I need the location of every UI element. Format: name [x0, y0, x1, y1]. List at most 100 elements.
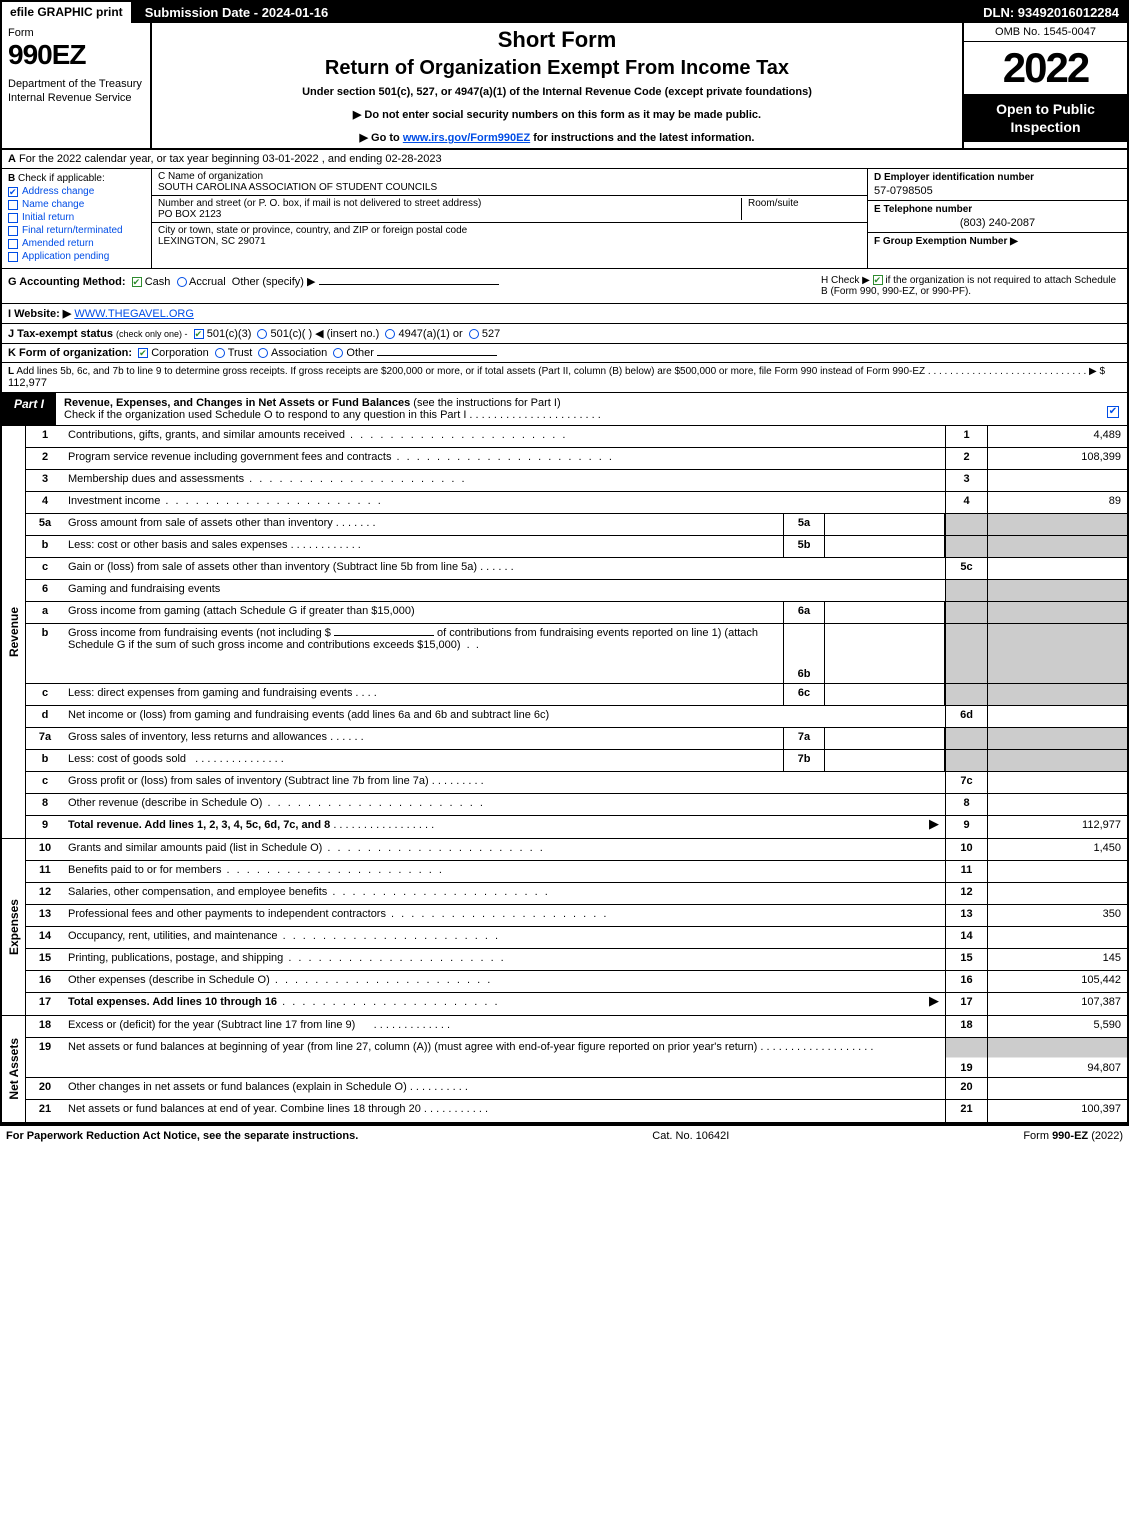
- line-4-num: 4: [26, 492, 64, 513]
- 527-radio[interactable]: [469, 329, 479, 339]
- submission-date-button[interactable]: Submission Date - 2024-01-16: [133, 2, 341, 23]
- line-6d-text: Net income or (loss) from gaming and fun…: [64, 706, 945, 727]
- website-link[interactable]: WWW.THEGAVEL.ORG: [74, 308, 194, 320]
- line-21-num: 21: [26, 1100, 64, 1122]
- line-1-text: Contributions, gifts, grants, and simila…: [64, 426, 945, 447]
- form-ref: Form 990-EZ (2022): [1023, 1130, 1123, 1142]
- line-7a-text: Gross sales of inventory, less returns a…: [64, 728, 783, 749]
- line-6a-num: a: [26, 602, 64, 623]
- line-10-text: Grants and similar amounts paid (list in…: [64, 839, 945, 860]
- line-7a-val-shaded: [987, 728, 1127, 749]
- org-name: SOUTH CAROLINA ASSOCIATION OF STUDENT CO…: [158, 182, 861, 193]
- section-h: H Check ▶ if the organization is not req…: [821, 275, 1121, 297]
- form-id-block: Form 990EZ Department of the Treasury In…: [2, 23, 152, 148]
- line-8-num: 8: [26, 794, 64, 815]
- efile-print-button[interactable]: efile GRAPHIC print: [2, 2, 133, 23]
- trust-label: Trust: [228, 347, 253, 359]
- line-17-value: 107,387: [987, 993, 1127, 1015]
- line-19-num: 19: [26, 1038, 64, 1077]
- line-1-rnum: 1: [945, 426, 987, 447]
- 527-label: 527: [482, 328, 500, 340]
- line-6-text: Gaming and fundraising events: [64, 580, 945, 601]
- line-15-rnum: 15: [945, 949, 987, 970]
- application-pending-checkbox[interactable]: [8, 252, 18, 262]
- part-1-sub: (see the instructions for Part I): [413, 397, 560, 409]
- line-5a-rnum-shaded: [945, 514, 987, 535]
- accrual-radio[interactable]: [177, 277, 187, 287]
- line-5c-text: Gain or (loss) from sale of assets other…: [64, 558, 945, 579]
- schedule-b-checkbox[interactable]: [873, 275, 883, 285]
- line-2-num: 2: [26, 448, 64, 469]
- line-9: 9 Total revenue. Add lines 1, 2, 3, 4, 5…: [26, 816, 1127, 838]
- line-14-rnum: 14: [945, 927, 987, 948]
- line-6: 6 Gaming and fundraising events: [26, 580, 1127, 602]
- other-org-radio[interactable]: [333, 348, 343, 358]
- final-return-checkbox[interactable]: [8, 226, 18, 236]
- 501c-radio[interactable]: [257, 329, 267, 339]
- gross-receipts-amount: 112,977: [8, 377, 47, 389]
- line-7b-num: b: [26, 750, 64, 771]
- line-7c-value: [987, 772, 1127, 793]
- line-16-value: 105,442: [987, 971, 1127, 992]
- line-6a: a Gross income from gaming (attach Sched…: [26, 602, 1127, 624]
- name-change-label: Name change: [22, 199, 84, 210]
- sections-g-h: G Accounting Method: Cash Accrual Other …: [2, 269, 1127, 304]
- line-11-text: Benefits paid to or for members: [64, 861, 945, 882]
- section-j: J Tax-exempt status (check only one) - 5…: [2, 324, 1127, 344]
- line-6d: d Net income or (loss) from gaming and f…: [26, 706, 1127, 728]
- inspection-badge: Open to Public Inspection: [964, 94, 1127, 142]
- line-5c-value: [987, 558, 1127, 579]
- paperwork-notice: For Paperwork Reduction Act Notice, see …: [6, 1130, 358, 1142]
- section-h-pre: H Check ▶: [821, 275, 870, 286]
- department-label: Department of the Treasury Internal Reve…: [8, 77, 144, 106]
- line-5b-rnum-shaded: [945, 536, 987, 557]
- line-14-num: 14: [26, 927, 64, 948]
- line-5b-text: Less: cost or other basis and sales expe…: [64, 536, 783, 557]
- group-exemption-label: F Group Exemption Number ▶: [874, 236, 1018, 247]
- line-15-value: 145: [987, 949, 1127, 970]
- line-5b: b Less: cost or other basis and sales ex…: [26, 536, 1127, 558]
- line-6c-mid: 6c: [783, 684, 825, 705]
- other-specify-line[interactable]: [319, 284, 499, 285]
- line-14: 14 Occupancy, rent, utilities, and maint…: [26, 927, 1127, 949]
- form-label: Form: [8, 27, 144, 39]
- line-5a-midval: [825, 514, 945, 535]
- other-org-line: [377, 355, 497, 356]
- line-14-value: [987, 927, 1127, 948]
- line-13-num: 13: [26, 905, 64, 926]
- amended-return-checkbox[interactable]: [8, 239, 18, 249]
- catalog-number: Cat. No. 10642I: [358, 1130, 1023, 1142]
- line-17-text: Total expenses. Add lines 10 through 16: [64, 993, 923, 1015]
- association-radio[interactable]: [258, 348, 268, 358]
- line-10: 10 Grants and similar amounts paid (list…: [26, 839, 1127, 861]
- schedule-o-checkbox[interactable]: [1107, 406, 1119, 418]
- irs-link[interactable]: www.irs.gov/Form990EZ: [403, 132, 530, 144]
- line-17: 17 Total expenses. Add lines 10 through …: [26, 993, 1127, 1015]
- address-change-checkbox[interactable]: [8, 187, 18, 197]
- line-21: 21 Net assets or fund balances at end of…: [26, 1100, 1127, 1122]
- section-i: I Website: ▶ WWW.THEGAVEL.ORG: [2, 304, 1127, 324]
- line-8: 8 Other revenue (describe in Schedule O)…: [26, 794, 1127, 816]
- tax-exempt-sub: (check only one) -: [116, 329, 188, 339]
- 4947-radio[interactable]: [385, 329, 395, 339]
- cash-checkbox[interactable]: [132, 277, 142, 287]
- line-6c-rnum-shaded: [945, 684, 987, 705]
- section-b-label: B: [8, 173, 15, 184]
- line-7b: b Less: cost of goods sold . . . . . . .…: [26, 750, 1127, 772]
- short-form-label: Short Form: [160, 27, 954, 53]
- omb-number: OMB No. 1545-0047: [964, 23, 1127, 42]
- initial-return-checkbox[interactable]: [8, 213, 18, 223]
- line-7a-num: 7a: [26, 728, 64, 749]
- line-15: 15 Printing, publications, postage, and …: [26, 949, 1127, 971]
- corporation-checkbox[interactable]: [138, 348, 148, 358]
- address-change-label: Address change: [22, 186, 94, 197]
- line-12-value: [987, 883, 1127, 904]
- 501c3-checkbox[interactable]: [194, 329, 204, 339]
- name-change-checkbox[interactable]: [8, 200, 18, 210]
- line-7c-rnum: 7c: [945, 772, 987, 793]
- line-10-rnum: 10: [945, 839, 987, 860]
- line-2-rnum: 2: [945, 448, 987, 469]
- line-10-value: 1,450: [987, 839, 1127, 860]
- trust-radio[interactable]: [215, 348, 225, 358]
- line-15-text: Printing, publications, postage, and shi…: [64, 949, 945, 970]
